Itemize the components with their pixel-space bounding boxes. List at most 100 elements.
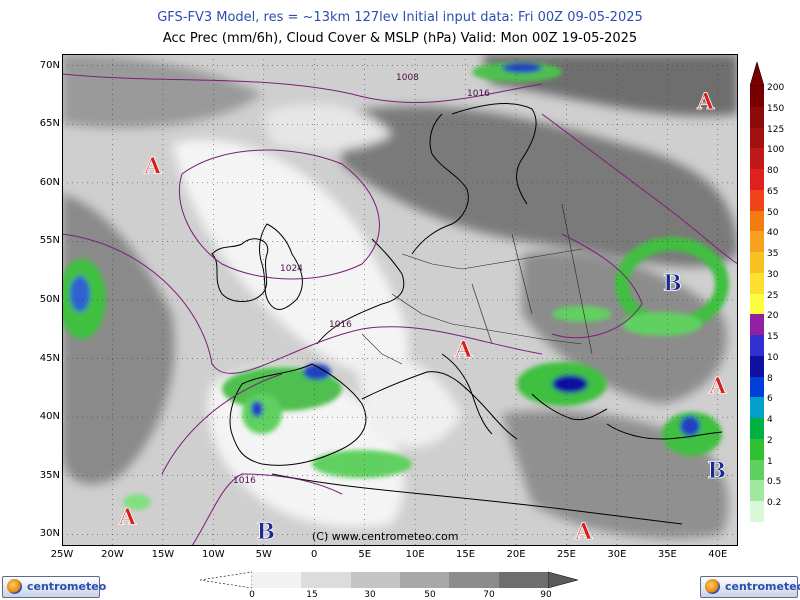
cloud-color-box: [301, 572, 352, 588]
precip-scale-label: 150: [767, 103, 785, 114]
precip-color-box: [750, 106, 764, 129]
high-pressure-center: A: [454, 337, 473, 363]
lat-tick-label: 55N: [39, 235, 60, 247]
cloud-color-box: [498, 572, 549, 588]
precip-color-box: [750, 293, 764, 316]
lon-tick-label: 5E: [358, 549, 372, 560]
lat-tick-label: 40N: [39, 411, 60, 423]
lat-tick-label: 70N: [39, 59, 60, 71]
precip-scale-label: 15: [767, 332, 779, 343]
logo-right: centrometeo: [700, 576, 800, 598]
precip-scale-label: 10: [767, 352, 779, 363]
precip-arrow-icon: [750, 62, 764, 86]
lon-tick-label: 35E: [657, 549, 677, 560]
lon-tick-label: 0: [311, 549, 318, 560]
high-pressure-center: A: [696, 89, 715, 115]
lon-tick-label: 25W: [50, 549, 74, 560]
cloud-color-box: [400, 572, 451, 588]
precip-color-box: [750, 501, 764, 523]
precip-color-box: [750, 438, 764, 461]
lon-tick-label: 20E: [506, 549, 526, 560]
pressure-centers: A A A A A A B B B: [118, 88, 728, 545]
isobars: [62, 73, 738, 546]
precip-scale-label: 2: [767, 435, 773, 446]
precip-scale-label: 80: [767, 166, 779, 177]
precip-color-box: [750, 480, 764, 503]
lat-tick-label: 60N: [39, 176, 60, 188]
lon-tick-label: 10W: [202, 549, 225, 560]
precip-color-box: [750, 459, 764, 482]
lat-tick-label: 50N: [39, 294, 60, 305]
precip-scale-label: 6: [767, 394, 773, 405]
precip-scale-label: 40: [767, 228, 779, 239]
precip-color-box: [750, 169, 764, 191]
precip-color-box: [750, 252, 764, 274]
precip-scale-label: 100: [767, 145, 785, 156]
precip-color-box: [750, 86, 764, 108]
precip-scale-label: 65: [767, 186, 779, 197]
precip-color-box: [750, 397, 764, 420]
precip-scale-label: 125: [767, 124, 785, 135]
precip-color-box: [750, 272, 764, 295]
lat-tick-label: 45N: [39, 352, 60, 364]
map-frame: [62, 54, 738, 546]
product-title: Acc Prec (mm/6h), Cloud Cover & MSLP (hP…: [162, 31, 638, 46]
isobar-label: 1024: [280, 264, 303, 274]
low-pressure-center: B: [257, 519, 276, 545]
cloud-scale-label: 90: [540, 590, 552, 600]
lat-tick-label: 65N: [39, 118, 60, 130]
precip-scale-label: 200: [767, 83, 785, 93]
precip-color-box: [750, 148, 764, 171]
low-pressure-center: B: [708, 458, 727, 484]
copyright-text: (C) www.centrometeo.com: [312, 530, 458, 543]
precip-scale-label: 25: [767, 290, 779, 301]
lat-tick-label: 35N: [39, 469, 60, 481]
lon-tick-label: 25E: [556, 549, 576, 560]
lon-tick-label: 15E: [456, 549, 476, 560]
cloud-color-box: [350, 572, 401, 588]
high-pressure-center: A: [143, 153, 162, 179]
precip-scale-label: 20: [767, 311, 779, 322]
precip-color-box: [750, 418, 764, 440]
lon-tick-label: 20W: [101, 549, 124, 560]
precip-scale-label: 1: [767, 456, 773, 467]
lon-tick-label: 30E: [607, 549, 627, 560]
graticule: [62, 54, 738, 546]
lon-tick-label: 15W: [151, 549, 175, 560]
model-title: GFS-FV3 Model, res = ~13km 127lev Initia…: [157, 10, 643, 25]
cloud-scale-label: 15: [306, 590, 318, 600]
scale-arrow-icon: [200, 571, 252, 589]
low-pressure-center: B: [663, 270, 682, 296]
isobar-label: 1016: [329, 320, 352, 330]
logo-left: centrometeo: [2, 576, 106, 598]
precip-color-box: [750, 231, 764, 254]
precip-scale-label: 50: [767, 207, 779, 218]
cloud-color-box: [252, 572, 303, 588]
lon-tick-label: 5W: [255, 549, 272, 560]
isobar-labels: 1008 1016 1024 1016 1016: [233, 73, 490, 486]
precip-color-box: [750, 189, 764, 212]
precip-color-box: [750, 335, 764, 357]
cloud-color-box: [449, 572, 500, 588]
isobar-label: 1008: [396, 73, 419, 83]
high-pressure-center: A: [708, 374, 727, 400]
high-pressure-center: A: [118, 505, 137, 531]
precip-color-box: [750, 314, 764, 337]
precip-scale-label: 35: [767, 249, 779, 260]
lon-tick-label: 10E: [405, 549, 425, 560]
precip-scale-label: 4: [767, 415, 773, 426]
precip-color-box: [750, 210, 764, 233]
precip-scale-label: 0.5: [767, 477, 782, 488]
high-pressure-center: A: [574, 519, 593, 545]
precip-scale-label: 30: [767, 269, 779, 280]
precip-scale-label: 8: [767, 373, 773, 384]
cloud-scale-label: 70: [483, 590, 495, 600]
borders: [361, 203, 593, 365]
precip-color-box: [750, 376, 764, 399]
logo-globe-icon: [7, 579, 22, 594]
weather-map: 1008 1016 1024 1016 1016 A A A A A A B B B (C) w…: [62, 54, 738, 546]
isobar-label: 1016: [467, 89, 490, 99]
lon-tick-label: 40E: [708, 549, 728, 560]
precip-color-box: [750, 127, 764, 150]
cloud-scale-label: 50: [424, 590, 436, 600]
